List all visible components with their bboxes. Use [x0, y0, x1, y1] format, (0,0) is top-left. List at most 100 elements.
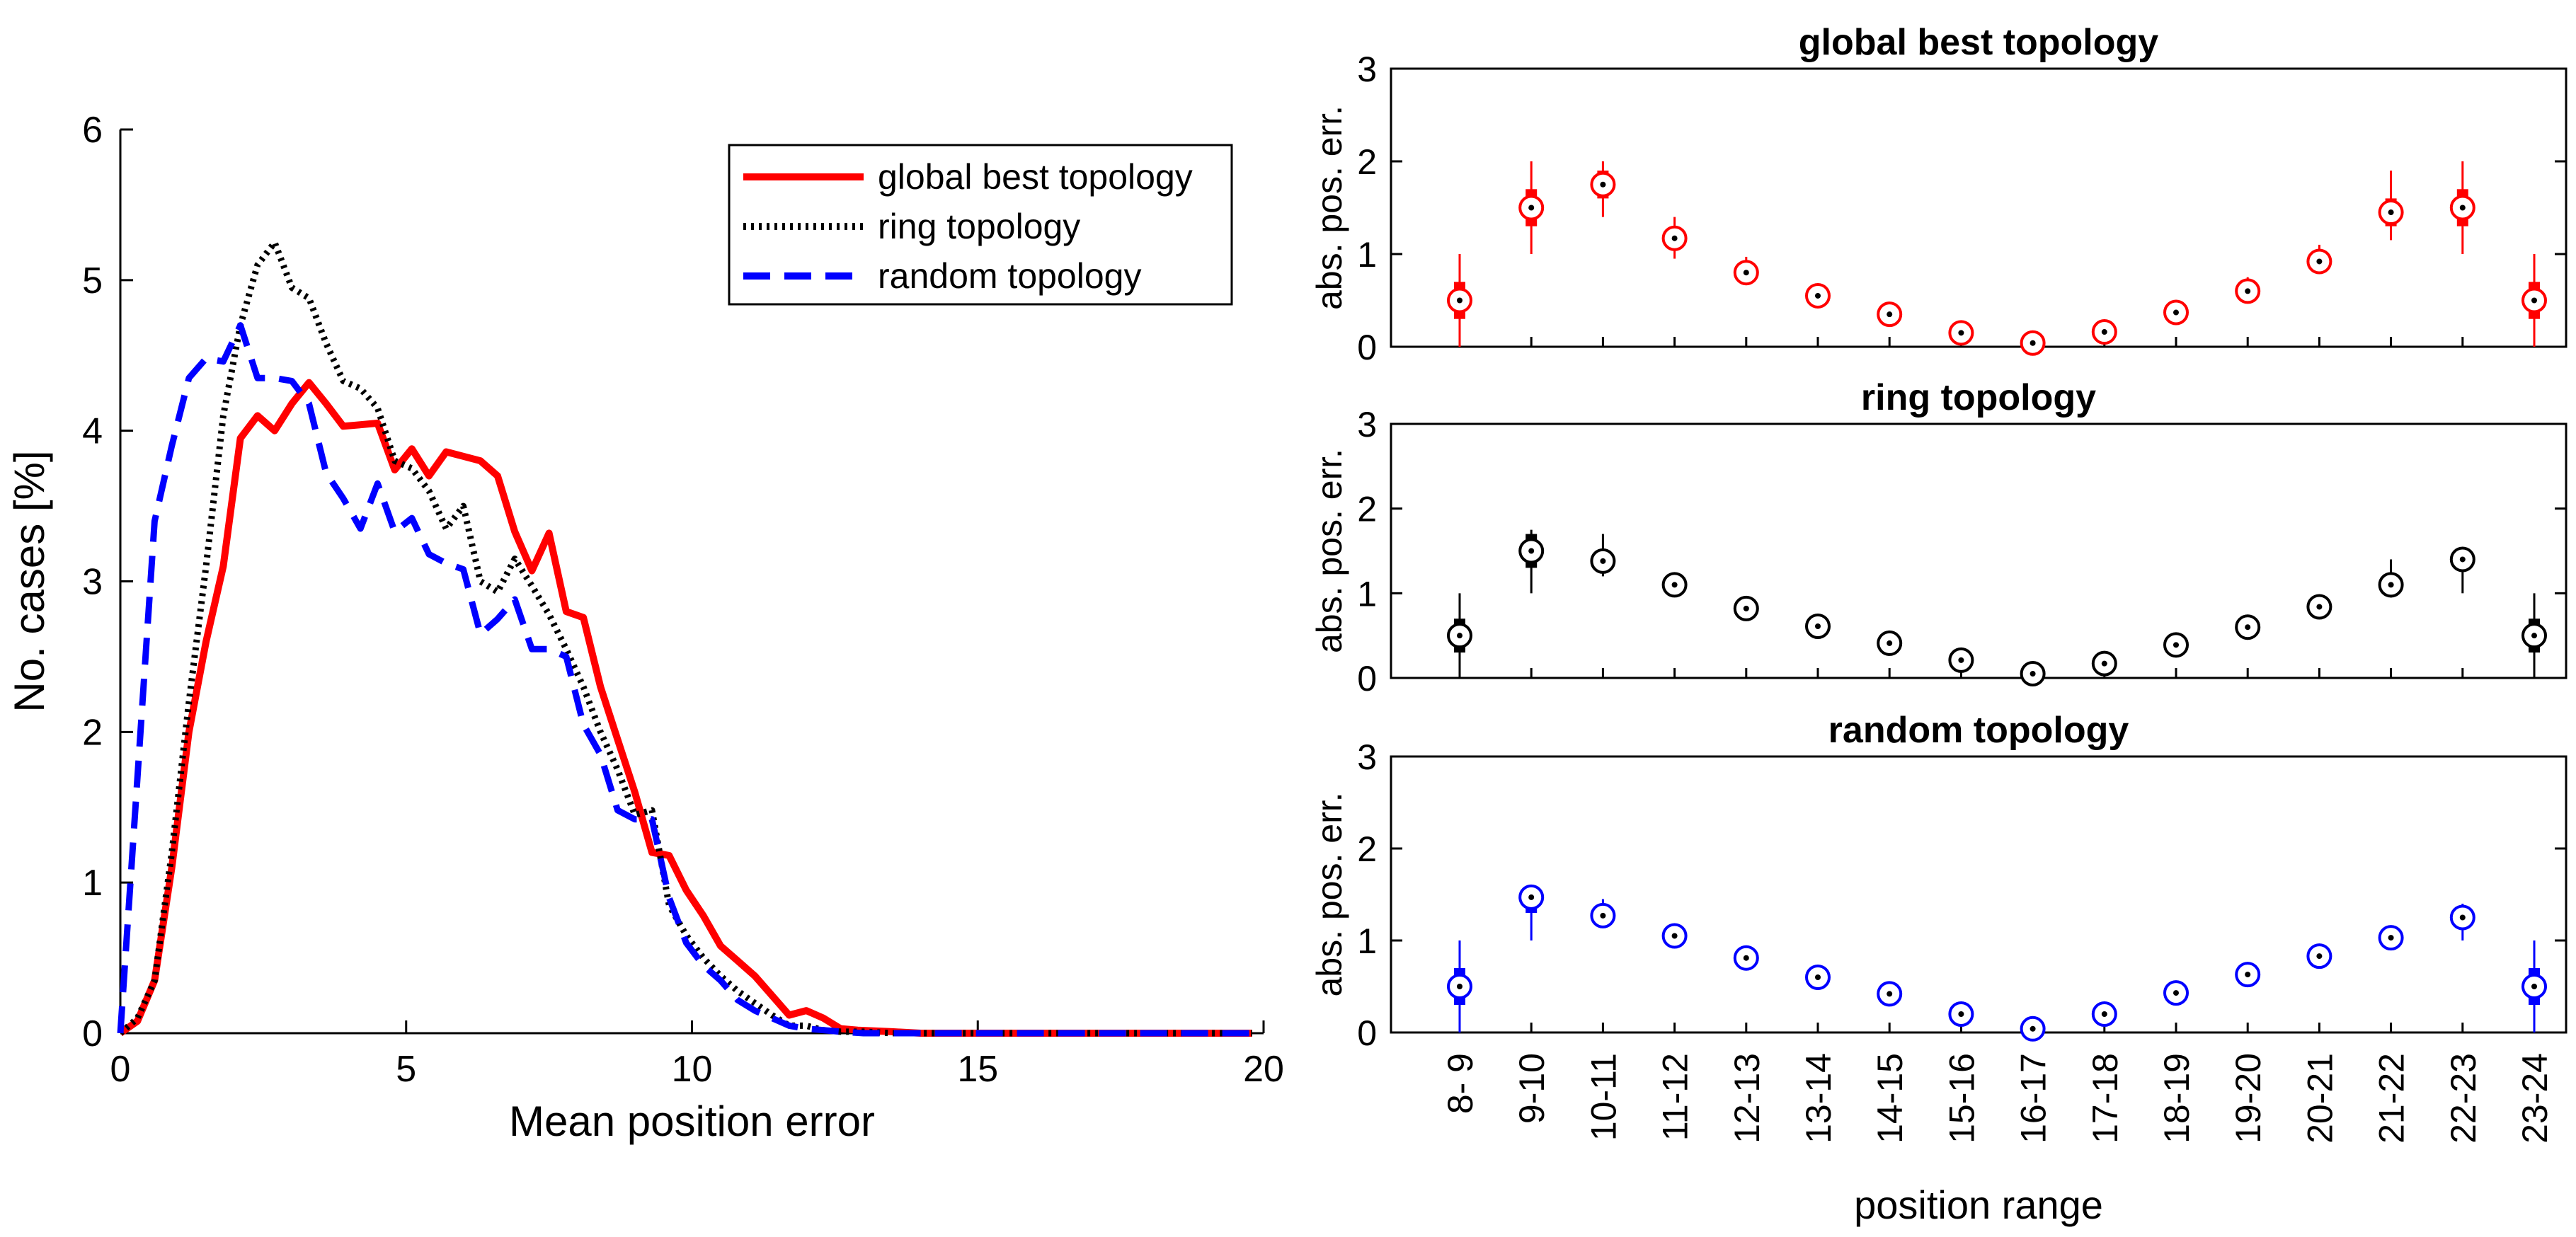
box-median-dot — [1887, 991, 1893, 997]
box-median-dot — [1958, 330, 1964, 336]
box-median-dot — [1815, 623, 1821, 630]
box-median-dot — [2030, 671, 2036, 677]
panel-y-tick-label: 0 — [1357, 328, 1377, 367]
category-label: 22-23 — [2444, 1053, 2483, 1144]
legend-label-2: random topology — [878, 256, 1141, 296]
x-axis-label: Mean position error — [509, 1098, 875, 1145]
box-median-dot — [2531, 633, 2537, 639]
box-median-dot — [2316, 953, 2323, 960]
category-label: 18-19 — [2157, 1053, 2197, 1144]
box-median-dot — [1528, 894, 1535, 900]
panel-y-tick-label: 1 — [1357, 235, 1377, 275]
box-median-dot — [1600, 558, 1606, 564]
panel-frame — [1390, 755, 2568, 1034]
box-median-dot — [1600, 181, 1606, 188]
box-median-dot — [2101, 329, 2107, 335]
y-tick-label: 5 — [82, 260, 103, 301]
box-median-dot — [1815, 292, 1821, 299]
box-median-dot — [1671, 582, 1678, 588]
box-median-dot — [1528, 548, 1535, 554]
box-median-dot — [2101, 660, 2107, 667]
box-median-dot — [1887, 311, 1893, 318]
category-label: 19-20 — [2228, 1053, 2268, 1144]
box-median-dot — [2388, 209, 2394, 216]
category-label: 10-11 — [1584, 1053, 1623, 1141]
box-median-dot — [1815, 974, 1821, 980]
box-median-dot — [2388, 582, 2394, 588]
box-median-dot — [2173, 309, 2179, 316]
box-median-dot — [2388, 935, 2394, 941]
x-tick-label: 20 — [1243, 1049, 1284, 1090]
box-median-dot — [2173, 990, 2179, 996]
panel-y-tick-label: 1 — [1357, 921, 1377, 961]
box-median-dot — [1528, 205, 1535, 211]
box-median-dot — [2459, 556, 2466, 563]
panel-title: ring topology — [1861, 377, 2096, 418]
series-line-0 — [118, 379, 1252, 1037]
y-tick-label: 1 — [82, 863, 103, 904]
box-median-dot — [2245, 624, 2251, 631]
panel-frame — [1390, 67, 2568, 348]
box-median-dot — [2316, 604, 2323, 610]
y-tick-label: 0 — [82, 1013, 103, 1054]
x-tick-label: 10 — [672, 1049, 713, 1090]
legend-label-0: global best topology — [878, 157, 1193, 197]
box-median-dot — [2173, 642, 2179, 648]
legend-box — [728, 144, 1233, 306]
category-label: 8- 9 — [1441, 1053, 1480, 1114]
y-tick-label: 4 — [82, 411, 103, 452]
panel-y-tick-label: 0 — [1357, 1013, 1377, 1053]
box-median-dot — [2316, 258, 2323, 265]
panel-y-tick-label: 2 — [1357, 829, 1377, 869]
series-line-1 — [118, 239, 1252, 1037]
category-label: 13-14 — [1799, 1053, 1838, 1144]
category-label: 16-17 — [2014, 1053, 2054, 1144]
category-label: 23-24 — [2515, 1053, 2555, 1144]
box-median-dot — [2101, 1011, 2107, 1017]
x-tick-label: 5 — [396, 1049, 416, 1090]
box-median-dot — [1958, 657, 1964, 663]
box-median-dot — [1887, 640, 1893, 646]
y-tick-label: 2 — [82, 712, 103, 753]
panel-y-label: abs. pos. err. — [1310, 792, 1349, 996]
panel-y-tick-label: 3 — [1357, 50, 1377, 89]
panel-y-tick-label: 0 — [1357, 659, 1377, 698]
y-tick-label: 6 — [82, 110, 103, 151]
box-median-dot — [2245, 972, 2251, 978]
category-label: 14-15 — [1870, 1053, 1910, 1144]
box-median-dot — [1743, 605, 1749, 611]
box-median-dot — [2030, 340, 2036, 346]
y-axis-label: No. cases [%] — [6, 450, 53, 712]
box-median-dot — [1958, 1011, 1964, 1017]
y-tick-label: 3 — [82, 562, 103, 603]
panel-y-tick-label: 2 — [1357, 490, 1377, 529]
panel-y-tick-label: 3 — [1357, 405, 1377, 444]
panel-title: random topology — [1828, 710, 2129, 751]
box-median-dot — [1671, 235, 1678, 241]
box-median-dot — [1671, 933, 1678, 939]
panel-y-label: abs. pos. err. — [1310, 449, 1349, 653]
category-label: 9-10 — [1512, 1053, 1552, 1124]
box-median-dot — [1743, 955, 1749, 961]
series-line-2 — [117, 322, 1252, 1037]
panel-x-label: position range — [1854, 1183, 2103, 1227]
box-median-dot — [2459, 914, 2466, 921]
panel-y-tick-label: 3 — [1357, 737, 1377, 777]
x-tick-label: 0 — [110, 1049, 131, 1090]
legend-label-1: ring topology — [878, 207, 1080, 246]
box-median-dot — [1457, 297, 1462, 304]
panel-y-tick-label: 2 — [1357, 142, 1377, 182]
panel-y-label: abs. pos. err. — [1310, 105, 1349, 310]
box-median-dot — [2459, 205, 2466, 211]
category-label: 21-22 — [2372, 1053, 2412, 1144]
panel-title: global best topology — [1799, 22, 2159, 63]
box-median-dot — [2030, 1025, 2036, 1032]
box-median-dot — [2531, 984, 2537, 989]
category-label: 20-21 — [2300, 1053, 2340, 1144]
box-median-dot — [1743, 270, 1749, 276]
box-median-dot — [1457, 984, 1462, 989]
category-label: 17-18 — [2085, 1053, 2125, 1144]
category-label: 12-13 — [1727, 1053, 1767, 1144]
category-label: 15-16 — [1942, 1053, 1981, 1144]
